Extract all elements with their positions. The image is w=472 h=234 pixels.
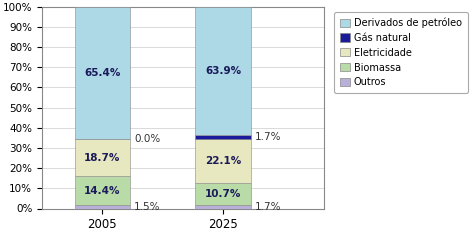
Text: 0.0%: 0.0% <box>134 134 160 144</box>
Text: 1.7%: 1.7% <box>255 202 281 212</box>
Bar <box>195 135 251 139</box>
Text: 1.7%: 1.7% <box>255 132 281 142</box>
Text: 65.4%: 65.4% <box>84 68 120 78</box>
Text: 63.9%: 63.9% <box>205 66 241 76</box>
Bar <box>195 7 251 135</box>
Text: 10.7%: 10.7% <box>205 189 241 199</box>
Bar <box>195 139 251 183</box>
Bar <box>75 7 130 139</box>
Bar <box>195 205 251 208</box>
Text: 22.1%: 22.1% <box>205 156 241 166</box>
Text: 1.5%: 1.5% <box>134 202 160 212</box>
Bar <box>75 205 130 208</box>
Text: 18.7%: 18.7% <box>84 153 120 163</box>
Bar <box>195 183 251 205</box>
Bar <box>75 176 130 205</box>
Legend: Derivados de petróleo, Gás natural, Eletricidade, Biomassa, Outros: Derivados de petróleo, Gás natural, Elet… <box>334 12 468 93</box>
Text: 14.4%: 14.4% <box>84 186 121 196</box>
Bar <box>75 139 130 176</box>
